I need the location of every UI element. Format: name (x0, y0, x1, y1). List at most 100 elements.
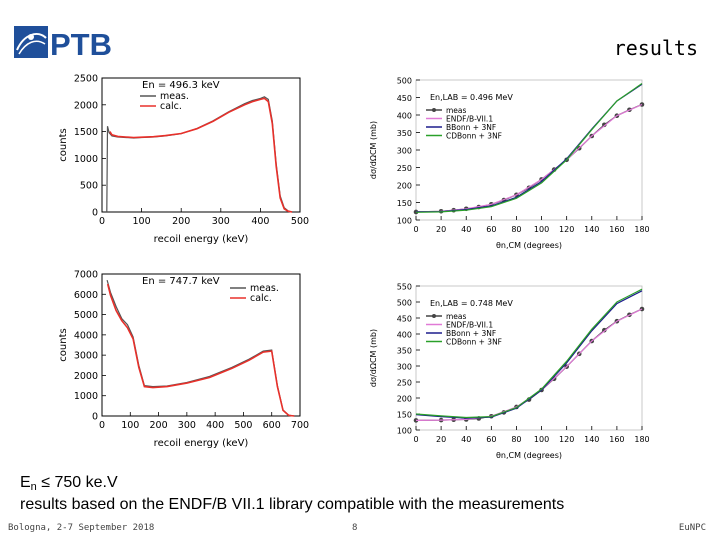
ptb-logo-text: PTB (50, 27, 112, 62)
y-tick-label: 0 (92, 208, 98, 219)
x-tick-label: 120 (559, 225, 574, 234)
chart-svg: 0 20 40 60 80 100 120 140 160 180 100 150 200 250 300 3… (369, 77, 650, 251)
x-tick-label: 500 (291, 216, 309, 227)
x-tick-label: 140 (584, 435, 599, 444)
x-axis-label: θn,CM (degrees) (496, 451, 562, 460)
x-tick-label: 500 (234, 420, 252, 431)
y-tick-label: 500 (80, 181, 98, 192)
x-tick-label: 180 (634, 435, 649, 444)
y-tick-label: 500 (397, 299, 412, 308)
cross-section-chart-2: 0 20 40 60 80 100 120 140 160 180 100 150 200 250 300 3… (366, 278, 656, 464)
x-tick-label: 0 (99, 420, 105, 431)
plot-frame (415, 285, 643, 431)
y-tick-label: 7000 (74, 270, 98, 281)
x-tick-label: 0 (99, 216, 105, 227)
y-tick-label: 2500 (74, 74, 98, 85)
y-axis-label: counts (58, 328, 69, 361)
y-tick-label: 100 (397, 427, 412, 436)
y-tick-label: 2000 (74, 371, 98, 382)
footer-page-number: 8 (352, 523, 358, 533)
y-tick-label: 300 (397, 363, 412, 372)
x-tick-label: 60 (486, 225, 496, 234)
x-tick-label: 20 (436, 225, 446, 234)
y-tick-label: 300 (397, 147, 412, 156)
x-tick-label: 0 (413, 225, 418, 234)
cross-section-chart-1: 0 20 40 60 80 100 120 140 160 180 100 150 200 250 300 3… (366, 72, 656, 254)
legend-label: ENDF/B-VII.1 (446, 115, 493, 124)
y-tick-label: 1500 (74, 127, 98, 138)
x-tick-label: 120 (559, 435, 574, 444)
x-tick-label: 80 (511, 225, 521, 234)
x-tick-label: 40 (461, 435, 471, 444)
x-tick-label: 600 (263, 420, 281, 431)
x-tick-label: 200 (172, 216, 190, 227)
energy-caption-prefix: E (20, 474, 31, 491)
legend-label: meas (446, 106, 467, 115)
chart-annotation: En = 496.3 keV (142, 80, 220, 91)
x-tick-label: 0 (413, 435, 418, 444)
y-tick-label: 400 (397, 331, 412, 340)
x-tick-label: 100 (534, 225, 549, 234)
chart-annotation: En,LAB = 0.496 MeV (430, 93, 513, 102)
y-tick-label: 250 (397, 379, 412, 388)
y-tick-label: 150 (397, 199, 412, 208)
recoil-spectrum-chart-2: 0 100 200 300 400 500 600 700 0 1000 2000 3000 4000 5… (52, 266, 314, 456)
y-tick-label: 1000 (74, 154, 98, 165)
y-axis-label: dσ/dΩCM (mb) (369, 329, 378, 387)
footer-event: EuNPC (678, 523, 706, 533)
x-tick-label: 60 (486, 435, 496, 444)
y-tick-label: 3000 (74, 351, 98, 362)
slide-title: results (613, 36, 698, 60)
y-tick-label: 450 (397, 315, 412, 324)
series-line (415, 288, 643, 419)
y-tick-label: 350 (397, 129, 412, 138)
y-tick-label: 500 (397, 77, 412, 86)
y-tick-label: 250 (397, 164, 412, 173)
series-line (106, 283, 295, 417)
y-tick-label: 400 (397, 112, 412, 121)
x-tick-label: 180 (634, 225, 649, 234)
legend-label: meas (446, 312, 467, 321)
y-tick-label: 150 (397, 411, 412, 420)
x-tick-label: 160 (609, 225, 624, 234)
y-axis-label: dσ/dΩCM (mb) (369, 121, 378, 179)
legend-label: BBonn + 3NF (446, 329, 496, 338)
x-tick-label: 400 (206, 420, 224, 431)
legend-marker (432, 108, 436, 112)
y-tick-label: 450 (397, 94, 412, 103)
y-axis-label: counts (58, 128, 69, 161)
chart-svg: 0 20 40 60 80 100 120 140 160 180 100 150 200 250 300 3… (369, 283, 650, 461)
x-axis-label: recoil energy (keV) (154, 438, 249, 449)
y-tick-label: 2000 (74, 100, 98, 111)
y-tick-label: 5000 (74, 310, 98, 321)
x-tick-label: 140 (584, 225, 599, 234)
chart-annotation: En = 747.7 keV (142, 276, 220, 287)
legend-label: meas. (160, 91, 189, 102)
series-line (415, 83, 643, 213)
x-tick-label: 160 (609, 435, 624, 444)
x-tick-label: 80 (511, 435, 521, 444)
x-tick-label: 300 (212, 216, 230, 227)
x-tick-label: 100 (133, 216, 151, 227)
footer-conference: Bologna, 2-7 September 2018 (8, 523, 155, 533)
x-tick-label: 20 (436, 435, 446, 444)
energy-caption-rest: ≤ 750 ke.V (36, 474, 118, 491)
x-axis-label: recoil energy (keV) (154, 234, 249, 245)
chart-svg: 0 100 200 300 400 500 0 500 1000 1500 2000 2500 reco… (58, 74, 309, 246)
legend-label: calc. (160, 101, 182, 112)
x-tick-label: 100 (121, 420, 139, 431)
y-tick-label: 0 (92, 412, 98, 423)
y-tick-label: 550 (397, 283, 412, 292)
y-tick-label: 200 (397, 182, 412, 191)
chart-svg: 0 100 200 300 400 500 600 700010002000300040005… (58, 270, 309, 450)
y-tick-label: 350 (397, 347, 412, 356)
legend-label: ENDF/B-VII.1 (446, 321, 493, 330)
legend-label: calc. (250, 293, 272, 304)
legend-label: meas. (250, 283, 279, 294)
ptb-logo: PTB (14, 24, 112, 62)
x-tick-label: 40 (461, 225, 471, 234)
legend-marker (432, 314, 436, 318)
series-line (109, 97, 293, 213)
plot-frame (101, 77, 301, 213)
y-tick-label: 200 (397, 395, 412, 404)
